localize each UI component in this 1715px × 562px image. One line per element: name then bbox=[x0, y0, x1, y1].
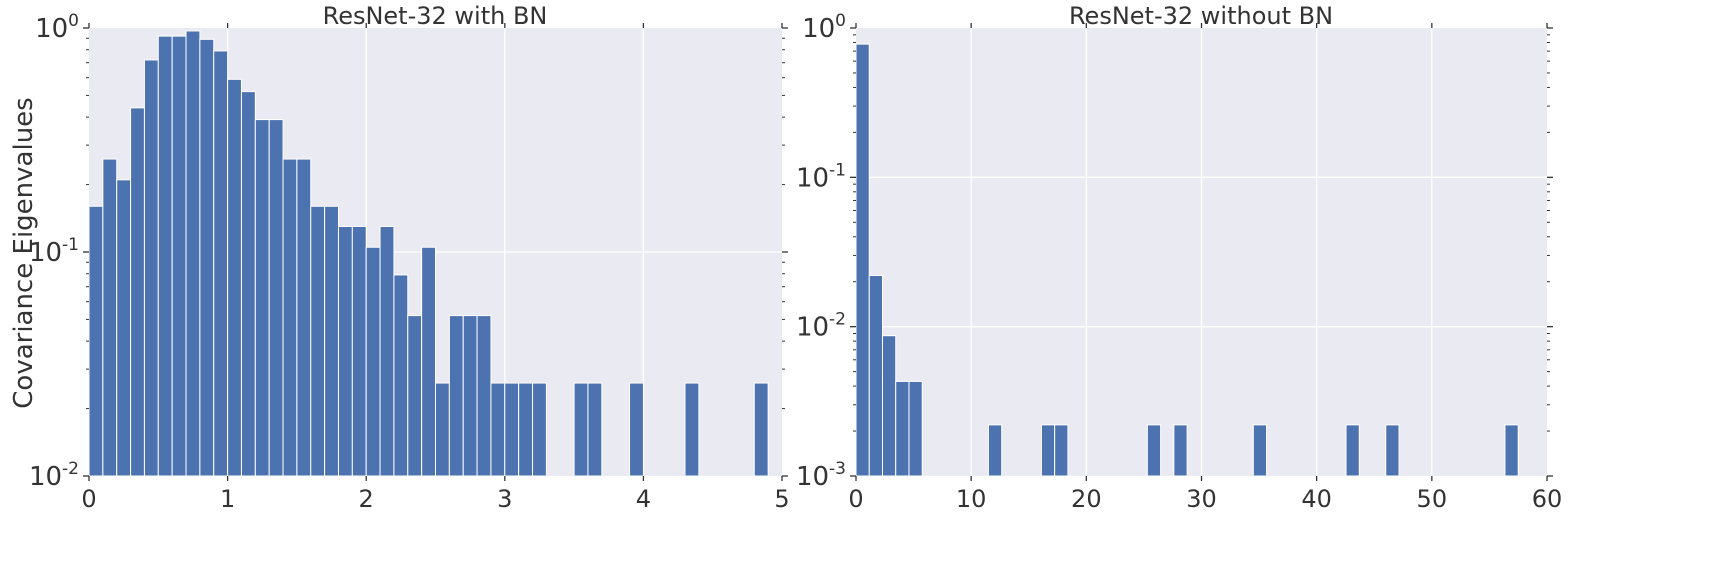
x-tick-label: 40 bbox=[1301, 485, 1332, 513]
bar bbox=[282, 158, 298, 477]
bar bbox=[1385, 424, 1400, 477]
bars-with-bn bbox=[88, 30, 769, 477]
bar bbox=[365, 246, 381, 477]
bar bbox=[490, 382, 506, 477]
bar bbox=[240, 91, 256, 477]
x-tick-label: 1 bbox=[220, 485, 235, 513]
bar bbox=[435, 382, 450, 477]
y-tick-label: 10-2 bbox=[796, 310, 846, 343]
bar bbox=[102, 158, 118, 477]
bar bbox=[351, 225, 367, 477]
y-tick-label: 100 bbox=[802, 11, 846, 44]
bar bbox=[684, 382, 700, 477]
bar bbox=[143, 59, 159, 477]
x-tick-label: 5 bbox=[774, 485, 789, 513]
bar bbox=[1054, 424, 1069, 477]
bar bbox=[881, 335, 897, 477]
bar bbox=[895, 380, 910, 477]
bar bbox=[421, 246, 437, 477]
y-tick-label: 10-3 bbox=[796, 459, 846, 492]
bars-without-bn bbox=[855, 43, 1519, 477]
grid-without-bn bbox=[856, 28, 1547, 476]
chart-title-without-bn: ResNet-32 without BN bbox=[1069, 2, 1333, 30]
bar bbox=[379, 225, 395, 477]
bar bbox=[1173, 424, 1188, 477]
bar bbox=[185, 30, 201, 477]
y-tick-label: 10-1 bbox=[29, 235, 79, 268]
bar bbox=[462, 315, 478, 477]
shared-y-axis-label: Covariance Eigenvalues bbox=[9, 97, 39, 408]
x-tick-label: 10 bbox=[956, 485, 987, 513]
bar bbox=[157, 35, 173, 477]
x-tick-label: 3 bbox=[497, 485, 512, 513]
bar bbox=[518, 382, 534, 477]
bar bbox=[587, 382, 603, 477]
x-tick-label: 0 bbox=[848, 485, 863, 513]
bar bbox=[908, 380, 923, 477]
x-tick-label: 50 bbox=[1417, 485, 1448, 513]
x-tick-label: 20 bbox=[1071, 485, 1102, 513]
bar bbox=[1345, 424, 1360, 477]
bar bbox=[448, 315, 464, 477]
bar bbox=[753, 382, 769, 477]
bar bbox=[1146, 424, 1162, 477]
x-tick-label: 0 bbox=[81, 485, 96, 513]
bar bbox=[227, 78, 242, 477]
bar bbox=[199, 38, 215, 477]
bar bbox=[504, 382, 520, 477]
bar bbox=[116, 179, 132, 477]
x-tick-label: 4 bbox=[636, 485, 651, 513]
bar bbox=[868, 275, 883, 477]
x-tick-label: 2 bbox=[359, 485, 374, 513]
chart-title-with-bn: ResNet-32 with BN bbox=[323, 2, 548, 30]
bar bbox=[268, 119, 284, 477]
bar bbox=[171, 35, 187, 477]
y-tick-label: 10-2 bbox=[29, 459, 79, 492]
bar bbox=[532, 382, 547, 477]
chart-panel-without-bn: 0 10 20 30 40 50 60 10-3 10-2 10-1 100 ResNet-32 w… bbox=[796, 2, 1562, 513]
bar bbox=[573, 382, 589, 477]
bar bbox=[213, 50, 229, 477]
bar bbox=[393, 274, 409, 477]
bar bbox=[324, 205, 339, 477]
bar bbox=[1040, 424, 1056, 477]
bar bbox=[987, 424, 1003, 477]
bar bbox=[310, 205, 326, 477]
x-tick-label: 60 bbox=[1532, 485, 1563, 513]
bar bbox=[337, 225, 353, 477]
bar bbox=[88, 205, 104, 477]
bar bbox=[407, 315, 423, 477]
bar bbox=[1252, 424, 1268, 477]
bar bbox=[254, 119, 270, 477]
bar bbox=[476, 315, 492, 477]
y-tick-label: 10-1 bbox=[796, 160, 846, 193]
bar bbox=[855, 43, 870, 477]
bar bbox=[296, 158, 312, 477]
bar bbox=[130, 107, 145, 477]
x-tick-label: 30 bbox=[1186, 485, 1217, 513]
y-tick-label: 100 bbox=[35, 11, 79, 44]
ticks-without-bn: 0 10 20 30 40 50 60 10-3 10-2 10-1 100 bbox=[796, 11, 1562, 513]
bar bbox=[1504, 424, 1519, 477]
bar bbox=[629, 382, 644, 477]
ticks-with-bn: 0 1 2 3 4 5 10-2 10-1 100 bbox=[29, 11, 790, 513]
chart-panel-with-bn: 0 1 2 3 4 5 10-2 10-1 100 ResNet-32 with BN bbox=[29, 2, 790, 513]
